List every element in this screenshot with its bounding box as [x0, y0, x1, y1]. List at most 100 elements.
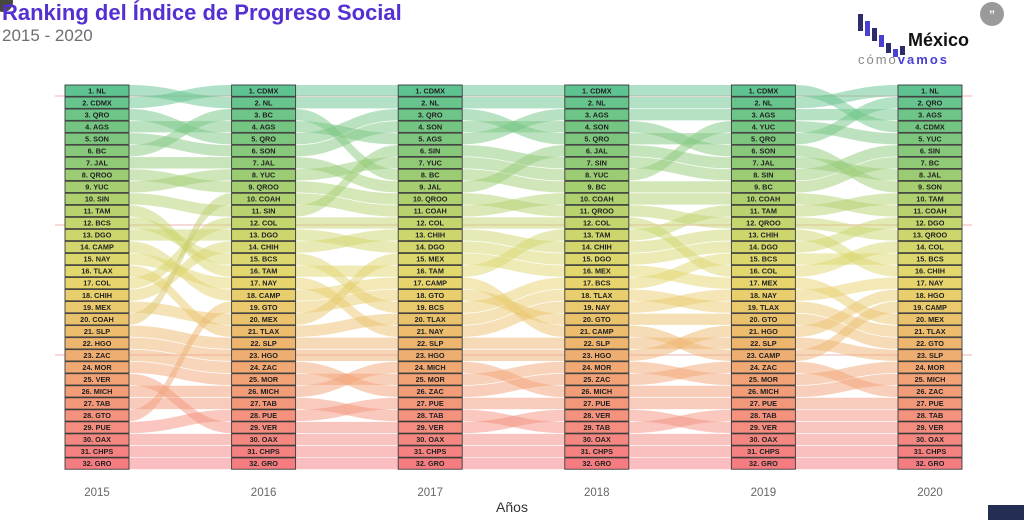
rank-node[interactable] — [730, 180, 796, 193]
rank-node[interactable] — [897, 84, 963, 97]
rank-node[interactable] — [564, 433, 630, 446]
rank-node[interactable] — [64, 216, 130, 230]
rank-node[interactable] — [897, 457, 963, 470]
rank-node[interactable] — [397, 156, 463, 169]
rank-node[interactable] — [231, 397, 297, 410]
rank-node[interactable] — [564, 120, 630, 133]
rank-node[interactable] — [564, 216, 630, 230]
rank-node[interactable] — [730, 277, 796, 290]
rank-node[interactable] — [231, 180, 297, 193]
rank-node[interactable] — [897, 349, 963, 362]
rank-node[interactable] — [897, 228, 963, 242]
rank-node[interactable] — [730, 84, 796, 97]
rank-node[interactable] — [730, 289, 796, 302]
rank-node[interactable] — [730, 385, 796, 398]
rank-node[interactable] — [231, 409, 297, 422]
rank-node[interactable] — [730, 204, 796, 218]
rank-node[interactable] — [897, 337, 963, 350]
rank-node[interactable] — [397, 421, 463, 434]
rank-node[interactable] — [564, 132, 630, 145]
rank-node[interactable] — [64, 337, 130, 350]
rank-node[interactable] — [397, 289, 463, 302]
rank-node[interactable] — [397, 361, 463, 374]
rank-node[interactable] — [897, 216, 963, 230]
rank-node[interactable] — [231, 445, 297, 458]
rank-node[interactable] — [64, 228, 130, 242]
rank-node[interactable] — [897, 397, 963, 410]
rank-node[interactable] — [64, 252, 130, 266]
rank-node[interactable] — [897, 445, 963, 458]
rank-node[interactable] — [64, 457, 130, 470]
rank-node[interactable] — [397, 252, 463, 266]
rank-node[interactable] — [397, 204, 463, 218]
rank-node[interactable] — [231, 108, 297, 121]
rank-node[interactable] — [730, 421, 796, 434]
rank-node[interactable] — [231, 265, 297, 278]
rank-node[interactable] — [397, 301, 463, 314]
rank-node[interactable] — [64, 433, 130, 446]
rank-node[interactable] — [730, 228, 796, 242]
rank-node[interactable] — [231, 240, 297, 254]
rank-node[interactable] — [730, 168, 796, 181]
rank-node[interactable] — [564, 325, 630, 338]
rank-node[interactable] — [730, 96, 796, 109]
rank-node[interactable] — [231, 325, 297, 338]
rank-node[interactable] — [564, 361, 630, 374]
rank-node[interactable] — [64, 84, 130, 97]
rank-node[interactable] — [730, 397, 796, 410]
rank-node[interactable] — [897, 156, 963, 169]
rank-node[interactable] — [564, 96, 630, 109]
rank-node[interactable] — [730, 445, 796, 458]
rank-node[interactable] — [897, 409, 963, 422]
rank-node[interactable] — [64, 397, 130, 410]
rank-node[interactable] — [231, 385, 297, 398]
rank-node[interactable] — [397, 120, 463, 133]
rank-node[interactable] — [397, 397, 463, 410]
rank-node[interactable] — [64, 361, 130, 374]
rank-node[interactable] — [564, 457, 630, 470]
rank-node[interactable] — [397, 445, 463, 458]
rank-node[interactable] — [397, 180, 463, 193]
rank-node[interactable] — [897, 252, 963, 266]
rank-node[interactable] — [730, 409, 796, 422]
rank-node[interactable] — [897, 144, 963, 157]
rank-node[interactable] — [397, 385, 463, 398]
rank-node[interactable] — [397, 349, 463, 362]
rank-node[interactable] — [564, 277, 630, 290]
rank-node[interactable] — [397, 433, 463, 446]
rank-node[interactable] — [564, 84, 630, 97]
rank-node[interactable] — [64, 289, 130, 302]
rank-node[interactable] — [397, 325, 463, 338]
rank-node[interactable] — [564, 228, 630, 242]
rank-node[interactable] — [64, 349, 130, 362]
rank-node[interactable] — [397, 265, 463, 278]
rank-node[interactable] — [231, 301, 297, 314]
rank-node[interactable] — [231, 337, 297, 350]
rank-node[interactable] — [730, 457, 796, 470]
rank-node[interactable] — [64, 325, 130, 338]
rank-node[interactable] — [231, 252, 297, 266]
rank-node[interactable] — [231, 216, 297, 230]
rank-node[interactable] — [231, 228, 297, 242]
rank-node[interactable] — [231, 373, 297, 386]
rank-node[interactable] — [231, 361, 297, 374]
rank-node[interactable] — [730, 337, 796, 350]
rank-node[interactable] — [231, 204, 297, 218]
rank-node[interactable] — [397, 313, 463, 326]
rank-node[interactable] — [897, 277, 963, 290]
rank-node[interactable] — [897, 265, 963, 278]
rank-node[interactable] — [64, 313, 130, 326]
rank-node[interactable] — [564, 180, 630, 193]
rank-node[interactable] — [231, 457, 297, 470]
rank-node[interactable] — [730, 265, 796, 278]
rank-node[interactable] — [231, 168, 297, 181]
rank-node[interactable] — [231, 421, 297, 434]
rank-node[interactable] — [231, 192, 297, 206]
rank-node[interactable] — [730, 156, 796, 169]
rank-node[interactable] — [564, 385, 630, 398]
rank-node[interactable] — [64, 144, 130, 157]
rank-node[interactable] — [64, 96, 130, 109]
rank-node[interactable] — [397, 409, 463, 422]
rank-node[interactable] — [897, 385, 963, 398]
rank-node[interactable] — [397, 132, 463, 145]
